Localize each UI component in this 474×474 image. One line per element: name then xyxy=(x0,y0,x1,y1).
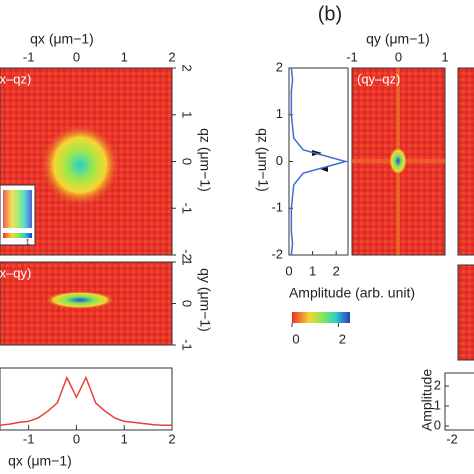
heatmap-blob xyxy=(40,123,120,207)
y-tick-label: 1 xyxy=(180,258,195,265)
y-tick-label: 1 xyxy=(434,397,441,412)
heatmap-blob xyxy=(389,147,407,175)
y-tick-label: 0 xyxy=(180,300,195,307)
x-tick-label: -2 xyxy=(446,431,458,446)
heatmap-blob xyxy=(45,291,115,309)
axis-label: qz (μm−1) xyxy=(197,128,213,192)
axis-label: qx (μm−1) xyxy=(8,453,72,469)
y-tick-label: -1 xyxy=(180,339,195,351)
x-tick-label: -1 xyxy=(346,49,358,64)
heatmap-cut xyxy=(457,264,474,361)
inset-tick: 1 xyxy=(26,238,31,247)
x-tick-label: 0 xyxy=(73,431,80,446)
y-tick-label: -1 xyxy=(271,200,283,215)
axis-label: Amplitude (arb. unit) xyxy=(289,285,415,301)
y-tick-label: 0 xyxy=(434,417,441,432)
profile-line xyxy=(290,67,349,256)
colorbar xyxy=(292,312,350,323)
colorbar-tick-label: 2 xyxy=(339,331,346,346)
axis-label: qz (μm−1) xyxy=(255,128,271,192)
y-tick-label: 2 xyxy=(180,64,195,71)
y-tick-label: -2 xyxy=(271,246,283,261)
axis-label: qy (μm−1) xyxy=(366,31,430,47)
x-tick-label: 0 xyxy=(395,49,402,64)
heatmap-cut xyxy=(457,67,474,256)
y-tick-label: 1 xyxy=(180,111,195,118)
y-tick-label: 0 xyxy=(276,153,283,168)
y-tick-label: 2 xyxy=(434,377,441,392)
map-label: (qx–qy) xyxy=(0,265,31,280)
axis-label: Amplitude xyxy=(419,369,435,431)
x-tick-label: -1 xyxy=(23,431,35,446)
y-tick-label: 2 xyxy=(276,59,283,74)
inset-image xyxy=(3,190,32,228)
map-label: (qx–qz) xyxy=(0,71,31,86)
x-tick-label: -1 xyxy=(23,49,35,64)
x-tick-label: 2 xyxy=(333,263,340,278)
x-tick-label: 2 xyxy=(168,431,175,446)
x-tick-label: 1 xyxy=(121,431,128,446)
x-tick-label: 1 xyxy=(309,263,316,278)
panel-label: (b) xyxy=(318,3,342,25)
x-tick-label: 1 xyxy=(441,49,448,64)
x-tick-label: 2 xyxy=(168,49,175,64)
axis-label: qx (μm−1) xyxy=(30,31,94,47)
profile-frame xyxy=(288,67,349,256)
x-tick-label: 1 xyxy=(121,49,128,64)
x-tick-label: 0 xyxy=(73,49,80,64)
colorbar-tick-label: 0 xyxy=(292,331,299,346)
layout xyxy=(0,67,474,431)
y-tick-label: -1 xyxy=(180,202,195,214)
side-frame xyxy=(444,372,474,431)
y-tick-label: -2 xyxy=(180,249,195,261)
x-tick-label: 0 xyxy=(285,263,292,278)
y-tick-label: 1 xyxy=(276,106,283,121)
axis-label: qy (μm−1) xyxy=(197,268,213,332)
profile-line xyxy=(0,375,172,426)
y-tick-label: 0 xyxy=(180,158,195,165)
inset-colorbar xyxy=(3,233,32,238)
map-label: (qy–qz) xyxy=(357,71,400,86)
